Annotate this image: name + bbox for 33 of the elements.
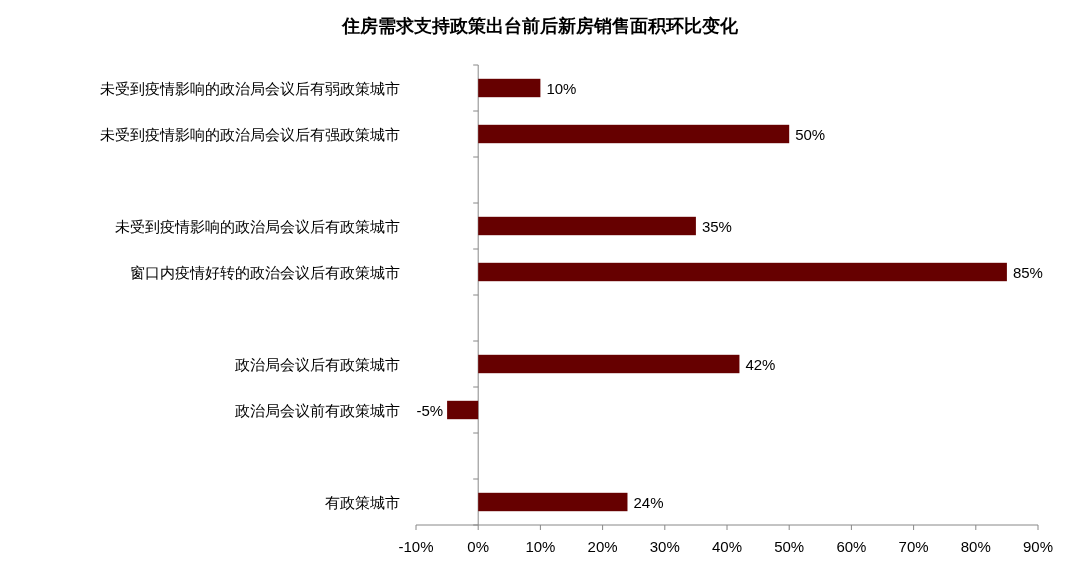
bar	[478, 216, 696, 236]
chart-title: 住房需求支持政策出台前后新房销售面积环比变化	[341, 16, 739, 36]
x-tick-label: 30%	[649, 538, 680, 555]
bar	[478, 78, 541, 98]
bar	[478, 354, 740, 374]
y-tick-label: 未受到疫情影响的政治局会议后有弱政策城市	[100, 80, 400, 97]
x-tick-label: 0%	[467, 538, 490, 555]
x-tick-label: 70%	[898, 538, 929, 555]
y-tick-label: 未受到疫情影响的政治局会议后有强政策城市	[100, 126, 400, 143]
data-label: 42%	[745, 356, 776, 373]
x-tick-label: 90%	[1022, 538, 1054, 555]
data-label: 50%	[795, 126, 826, 143]
bar	[478, 262, 1007, 282]
bar	[478, 124, 790, 144]
x-tick-label: 50%	[774, 538, 805, 555]
data-label: 24%	[633, 494, 664, 511]
x-tick-label: -10%	[398, 538, 434, 555]
x-tick-label: 60%	[836, 538, 867, 555]
bar	[447, 400, 479, 420]
y-tick-label: 窗口内疫情好转的政治会议后有政策城市	[130, 264, 400, 281]
y-tick-label: 有政策城市	[325, 494, 400, 511]
x-tick-label: 40%	[711, 538, 743, 555]
x-tick-label: 80%	[960, 538, 991, 555]
y-tick-label: 政治局会议前有政策城市	[235, 402, 400, 419]
data-label: -5%	[416, 402, 444, 419]
data-label: 10%	[546, 80, 577, 97]
x-tick-label: 20%	[587, 538, 618, 555]
data-label: 85%	[1012, 264, 1043, 281]
data-label: 35%	[701, 218, 732, 235]
y-tick-label: 政治局会议后有政策城市	[235, 356, 400, 373]
y-tick-label: 未受到疫情影响的政治局会议后有政策城市	[115, 218, 400, 235]
x-tick-label: 10%	[525, 538, 556, 555]
bar	[478, 492, 628, 512]
